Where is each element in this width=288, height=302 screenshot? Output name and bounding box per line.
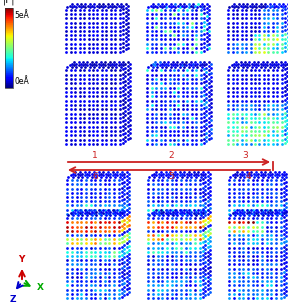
Bar [5, 80, 13, 81]
Bar [5, 34, 13, 35]
Bar [5, 62, 13, 63]
Bar [5, 10, 13, 11]
Text: Z: Z [10, 295, 16, 302]
Bar [5, 78, 13, 79]
Bar [5, 8, 13, 9]
Text: X: X [37, 284, 44, 293]
Bar [5, 50, 13, 51]
Bar [5, 59, 13, 60]
Bar [5, 32, 13, 33]
Bar [5, 83, 13, 84]
Bar [5, 71, 13, 72]
Bar [5, 47, 13, 48]
Bar [5, 13, 13, 14]
Bar [5, 38, 13, 39]
Bar [5, 19, 13, 20]
Bar [5, 12, 13, 13]
Bar [5, 46, 13, 47]
Bar [5, 55, 13, 56]
Bar [5, 81, 13, 82]
Text: 0eÅ: 0eÅ [14, 77, 29, 86]
Bar [5, 16, 13, 17]
Bar [5, 60, 13, 61]
Bar [5, 54, 13, 55]
Bar [5, 33, 13, 34]
Bar [5, 24, 13, 25]
Bar [5, 9, 13, 10]
Bar [5, 42, 13, 43]
Bar [5, 23, 13, 24]
Bar [5, 63, 13, 64]
Bar [5, 27, 13, 28]
Bar [5, 44, 13, 45]
Bar [5, 43, 13, 44]
Bar [5, 21, 13, 22]
Bar [5, 41, 13, 42]
Bar [5, 18, 13, 19]
Bar [5, 87, 13, 88]
Bar [5, 79, 13, 80]
Bar [5, 65, 13, 66]
Text: 5: 5 [168, 172, 174, 181]
Text: Y: Y [18, 255, 24, 264]
Bar [5, 48, 13, 49]
Bar [5, 37, 13, 38]
Bar [5, 67, 13, 68]
Text: |P|: |P| [3, 0, 15, 5]
Bar [5, 57, 13, 58]
Bar [5, 14, 13, 15]
Bar [5, 51, 13, 52]
Text: 5eÅ: 5eÅ [14, 11, 29, 20]
Text: 2: 2 [168, 151, 174, 160]
Bar [5, 52, 13, 53]
Bar [5, 40, 13, 41]
Bar [5, 61, 13, 62]
Bar [5, 58, 13, 59]
Bar [5, 35, 13, 36]
Bar [5, 36, 13, 37]
Bar [5, 15, 13, 16]
Bar [5, 39, 13, 40]
Bar [5, 22, 13, 23]
Bar [5, 66, 13, 67]
Bar [5, 73, 13, 74]
Bar [5, 68, 13, 69]
Bar [5, 26, 13, 27]
Bar [5, 75, 13, 76]
Bar [5, 56, 13, 57]
Bar [5, 84, 13, 85]
Bar [5, 49, 13, 50]
Bar [5, 72, 13, 73]
Text: 6: 6 [92, 172, 98, 181]
Bar [5, 28, 13, 29]
Bar [5, 31, 13, 32]
Bar [5, 30, 13, 31]
Bar [5, 45, 13, 46]
Text: 4: 4 [245, 172, 251, 181]
Bar [5, 85, 13, 86]
Bar [5, 76, 13, 77]
Bar [5, 64, 13, 65]
Bar [5, 25, 13, 26]
Text: 3: 3 [242, 151, 248, 160]
Text: 1: 1 [92, 151, 98, 160]
Bar [5, 77, 13, 78]
Bar [5, 69, 13, 70]
Bar [5, 29, 13, 30]
Bar [5, 86, 13, 87]
Bar [5, 53, 13, 54]
Bar [5, 17, 13, 18]
Bar [5, 82, 13, 83]
Bar [5, 8, 13, 88]
Bar [5, 20, 13, 21]
Bar [5, 70, 13, 71]
Bar [5, 11, 13, 12]
Bar [5, 74, 13, 75]
